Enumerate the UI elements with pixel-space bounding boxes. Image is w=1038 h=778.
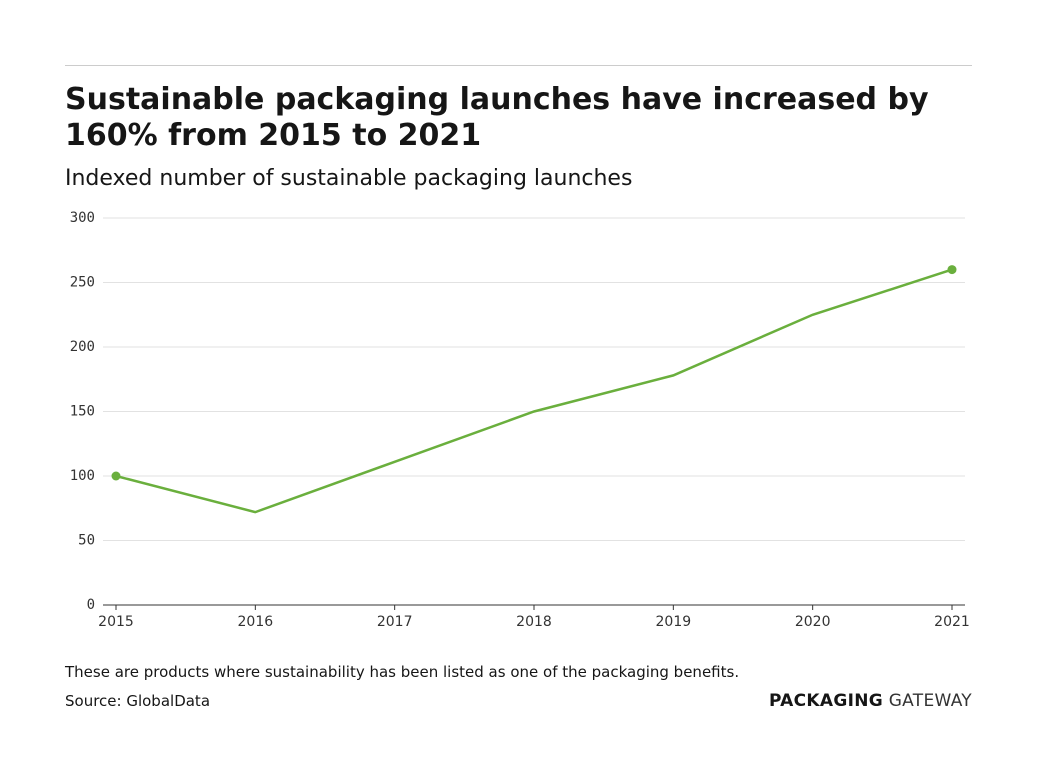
logo-bold: PACKAGING (768, 691, 883, 711)
logo-light: GATEWAY (888, 691, 972, 711)
end-marker (947, 265, 957, 275)
y-tick-label: 100 (70, 468, 95, 484)
note: These are products where sustainability … (65, 663, 740, 681)
x-tick-label: 2020 (795, 614, 831, 630)
chart-subtitle: Indexed number of sustainable packaging … (65, 166, 633, 191)
x-tick-label: 2021 (934, 614, 970, 630)
x-tick-label: 2019 (656, 614, 692, 630)
logo: PACKAGING GATEWAY (769, 691, 972, 711)
x-tick-label: 2015 (98, 614, 134, 630)
y-tick-label: 250 (70, 275, 95, 291)
y-tick-label: 300 (70, 210, 95, 226)
y-tick-label: 0 (87, 597, 95, 613)
y-tick-label: 50 (78, 533, 95, 549)
x-tick-label: 2017 (377, 614, 413, 630)
line-series (115, 268, 953, 514)
chart-title: Sustainable packaging launches have incr… (65, 82, 929, 153)
source: Source: GlobalData (65, 692, 211, 710)
x-tick-label: 2016 (238, 614, 274, 630)
y-tick-label: 150 (70, 404, 95, 420)
x-tick-label: 2018 (516, 614, 552, 630)
y-tick-label: 200 (70, 339, 95, 355)
end-marker (111, 471, 121, 481)
